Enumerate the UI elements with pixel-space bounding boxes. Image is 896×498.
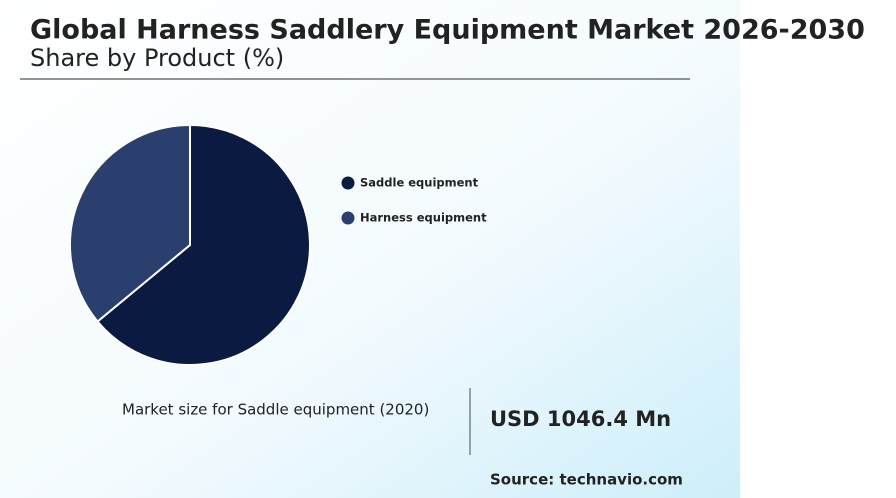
- market-size-label: Market size for Saddle equipment (2020): [122, 401, 429, 419]
- legend-swatch: [341, 176, 355, 190]
- pie-slice: [69, 123, 191, 323]
- legend-swatch: [341, 211, 355, 225]
- source: Source: technavio.com: [490, 471, 683, 489]
- chart-subtitle: Share by Product (%): [30, 44, 284, 72]
- chart-title: Global Harness Saddlery Equipment Market…: [30, 15, 865, 46]
- pie-slice: [96, 123, 311, 366]
- market-size-value: USD 1046.4 Mn: [490, 407, 671, 431]
- legend-label: Saddle equipment: [360, 176, 479, 190]
- legend-label: Harness equipment: [360, 211, 487, 225]
